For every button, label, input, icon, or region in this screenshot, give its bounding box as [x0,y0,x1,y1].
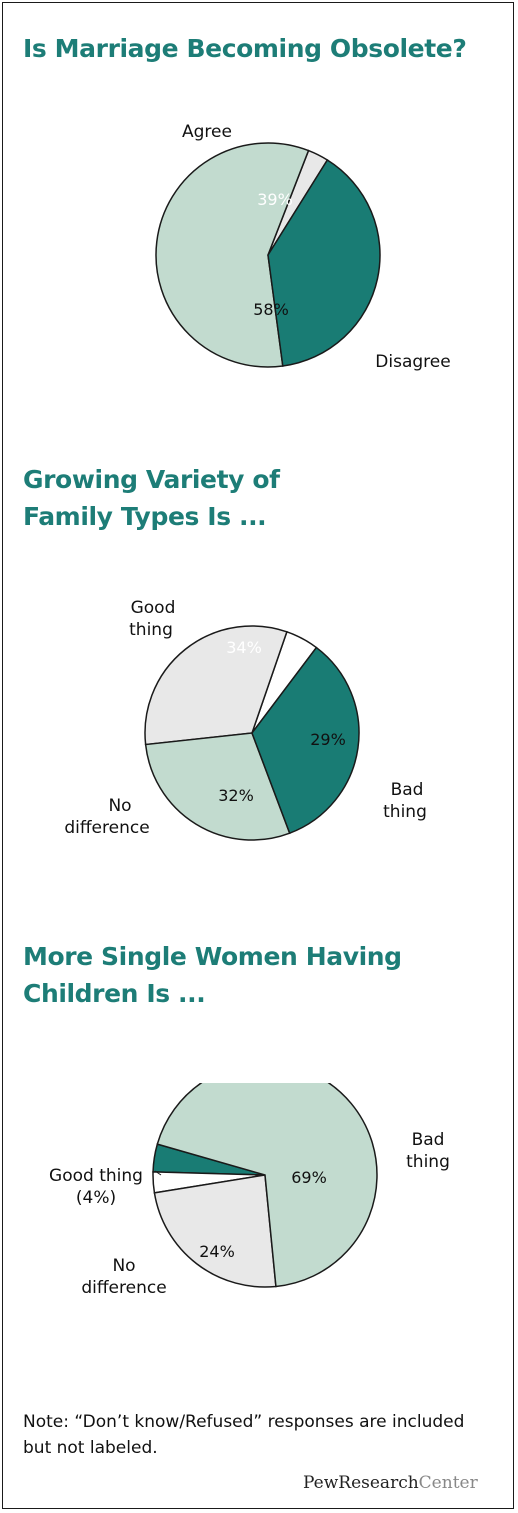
logo-part2: Center [418,1473,478,1493]
callout-good-thing-line1: Good thing [49,1166,143,1186]
logo-part1: PewResearch [303,1473,419,1493]
callout-bad-thing-line1: Bad [412,1130,445,1150]
chart-1-title: Is Marriage Becoming Obsolete? [23,34,467,63]
slice-value-label: 39% [257,190,293,209]
pie-slice-disagree [155,142,310,368]
pie-slice-good-thing [251,646,360,835]
callout-no-difference-line2: difference [81,1278,166,1298]
callout-good-thing-line2: thing [129,620,173,640]
footnote: Note: “Don’t know/Refused” responses are… [23,1412,465,1458]
chart-2-title: Growing Variety of Family Types Is ... [23,465,280,531]
slice-value-label: 58% [253,300,289,319]
callout-good-thing-line2: (4%) [76,1188,116,1208]
callout-no-difference-line1: No [112,1256,135,1276]
callout-good-thing-line1: Good [131,598,176,618]
callout-no-difference-line2: difference [64,818,149,838]
chart-1-pie: Agree Disagree 39% 58% [155,122,451,372]
pew-research-logo: PewResearchCenter [303,1473,478,1493]
pie-slice-bad-thing [156,1083,378,1288]
chart-3-title: More Single Women Having Children Is ... [23,942,402,1008]
chart-2-pie: Good thing Bad thing No difference 34% 29… [64,598,427,841]
callout-bad-thing-line2: thing [383,802,427,822]
pie-slice-no-difference [144,625,288,746]
pie-slice-no-difference [153,1174,277,1288]
callout-good-thing-leader [154,1170,162,1176]
callout-no-difference-line1: No [108,796,131,816]
slice-value-label: 69% [291,1168,327,1187]
slice-value-label: 32% [218,786,254,805]
callout-agree: Agree [182,122,232,142]
slice-value-label: 34% [226,638,262,657]
callout-bad-thing-line1: Bad [391,780,424,800]
callout-disagree: Disagree [375,352,450,372]
callout-bad-thing-line2: thing [406,1152,450,1172]
slice-value-label: 29% [310,730,346,749]
pie-slice-agree [267,158,381,367]
chart-3-pie: Bad thing Good thing (4%) No difference … [49,1083,450,1298]
slice-value-label: 24% [199,1242,235,1261]
pie-slice-bad-thing [144,732,291,841]
